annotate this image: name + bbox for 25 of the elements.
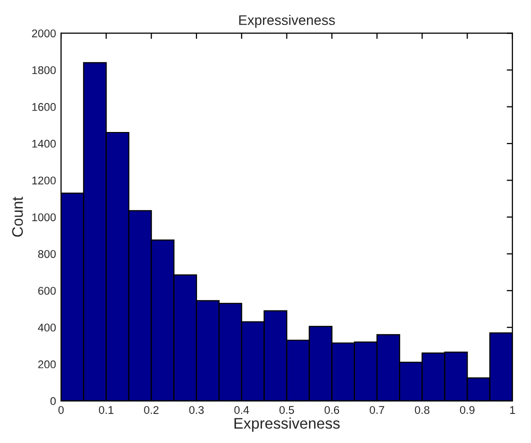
y-tick-label: 1000 xyxy=(32,213,56,222)
x-tick-label: 0.4 xyxy=(234,406,250,414)
y-tick-label: 1400 xyxy=(32,140,56,148)
y-tick-label: 1800 xyxy=(32,66,56,74)
y-tick-label: 1600 xyxy=(32,103,56,111)
x-tick-label: 0.5 xyxy=(279,406,294,414)
y-tick-label: 0 xyxy=(50,397,56,406)
y-axis-title: Count xyxy=(12,196,23,237)
y-tick-label: 600 xyxy=(38,286,56,295)
x-tick-label: 0.2 xyxy=(144,406,158,414)
x-tick-label: 0.9 xyxy=(460,406,474,414)
x-tick-label: 0.1 xyxy=(98,406,114,414)
y-tick-label: 400 xyxy=(38,324,56,332)
x-tick-label: 0.3 xyxy=(189,406,204,414)
x-tick-label: 0.7 xyxy=(370,406,384,414)
x-tick-label: 0 xyxy=(58,406,64,414)
y-tick-label: 2000 xyxy=(32,29,56,38)
y-tick-label: 1200 xyxy=(32,176,56,184)
x-tick-label: 1 xyxy=(510,406,515,414)
x-tick-label: 0.6 xyxy=(324,406,340,414)
y-tick-label: 200 xyxy=(38,360,56,368)
x-tick-label: 0.8 xyxy=(414,406,430,414)
chart-title: Expressiveness xyxy=(239,14,335,28)
x-axis-title: Expressiveness xyxy=(234,418,340,432)
y-tick-label: 800 xyxy=(38,250,56,258)
